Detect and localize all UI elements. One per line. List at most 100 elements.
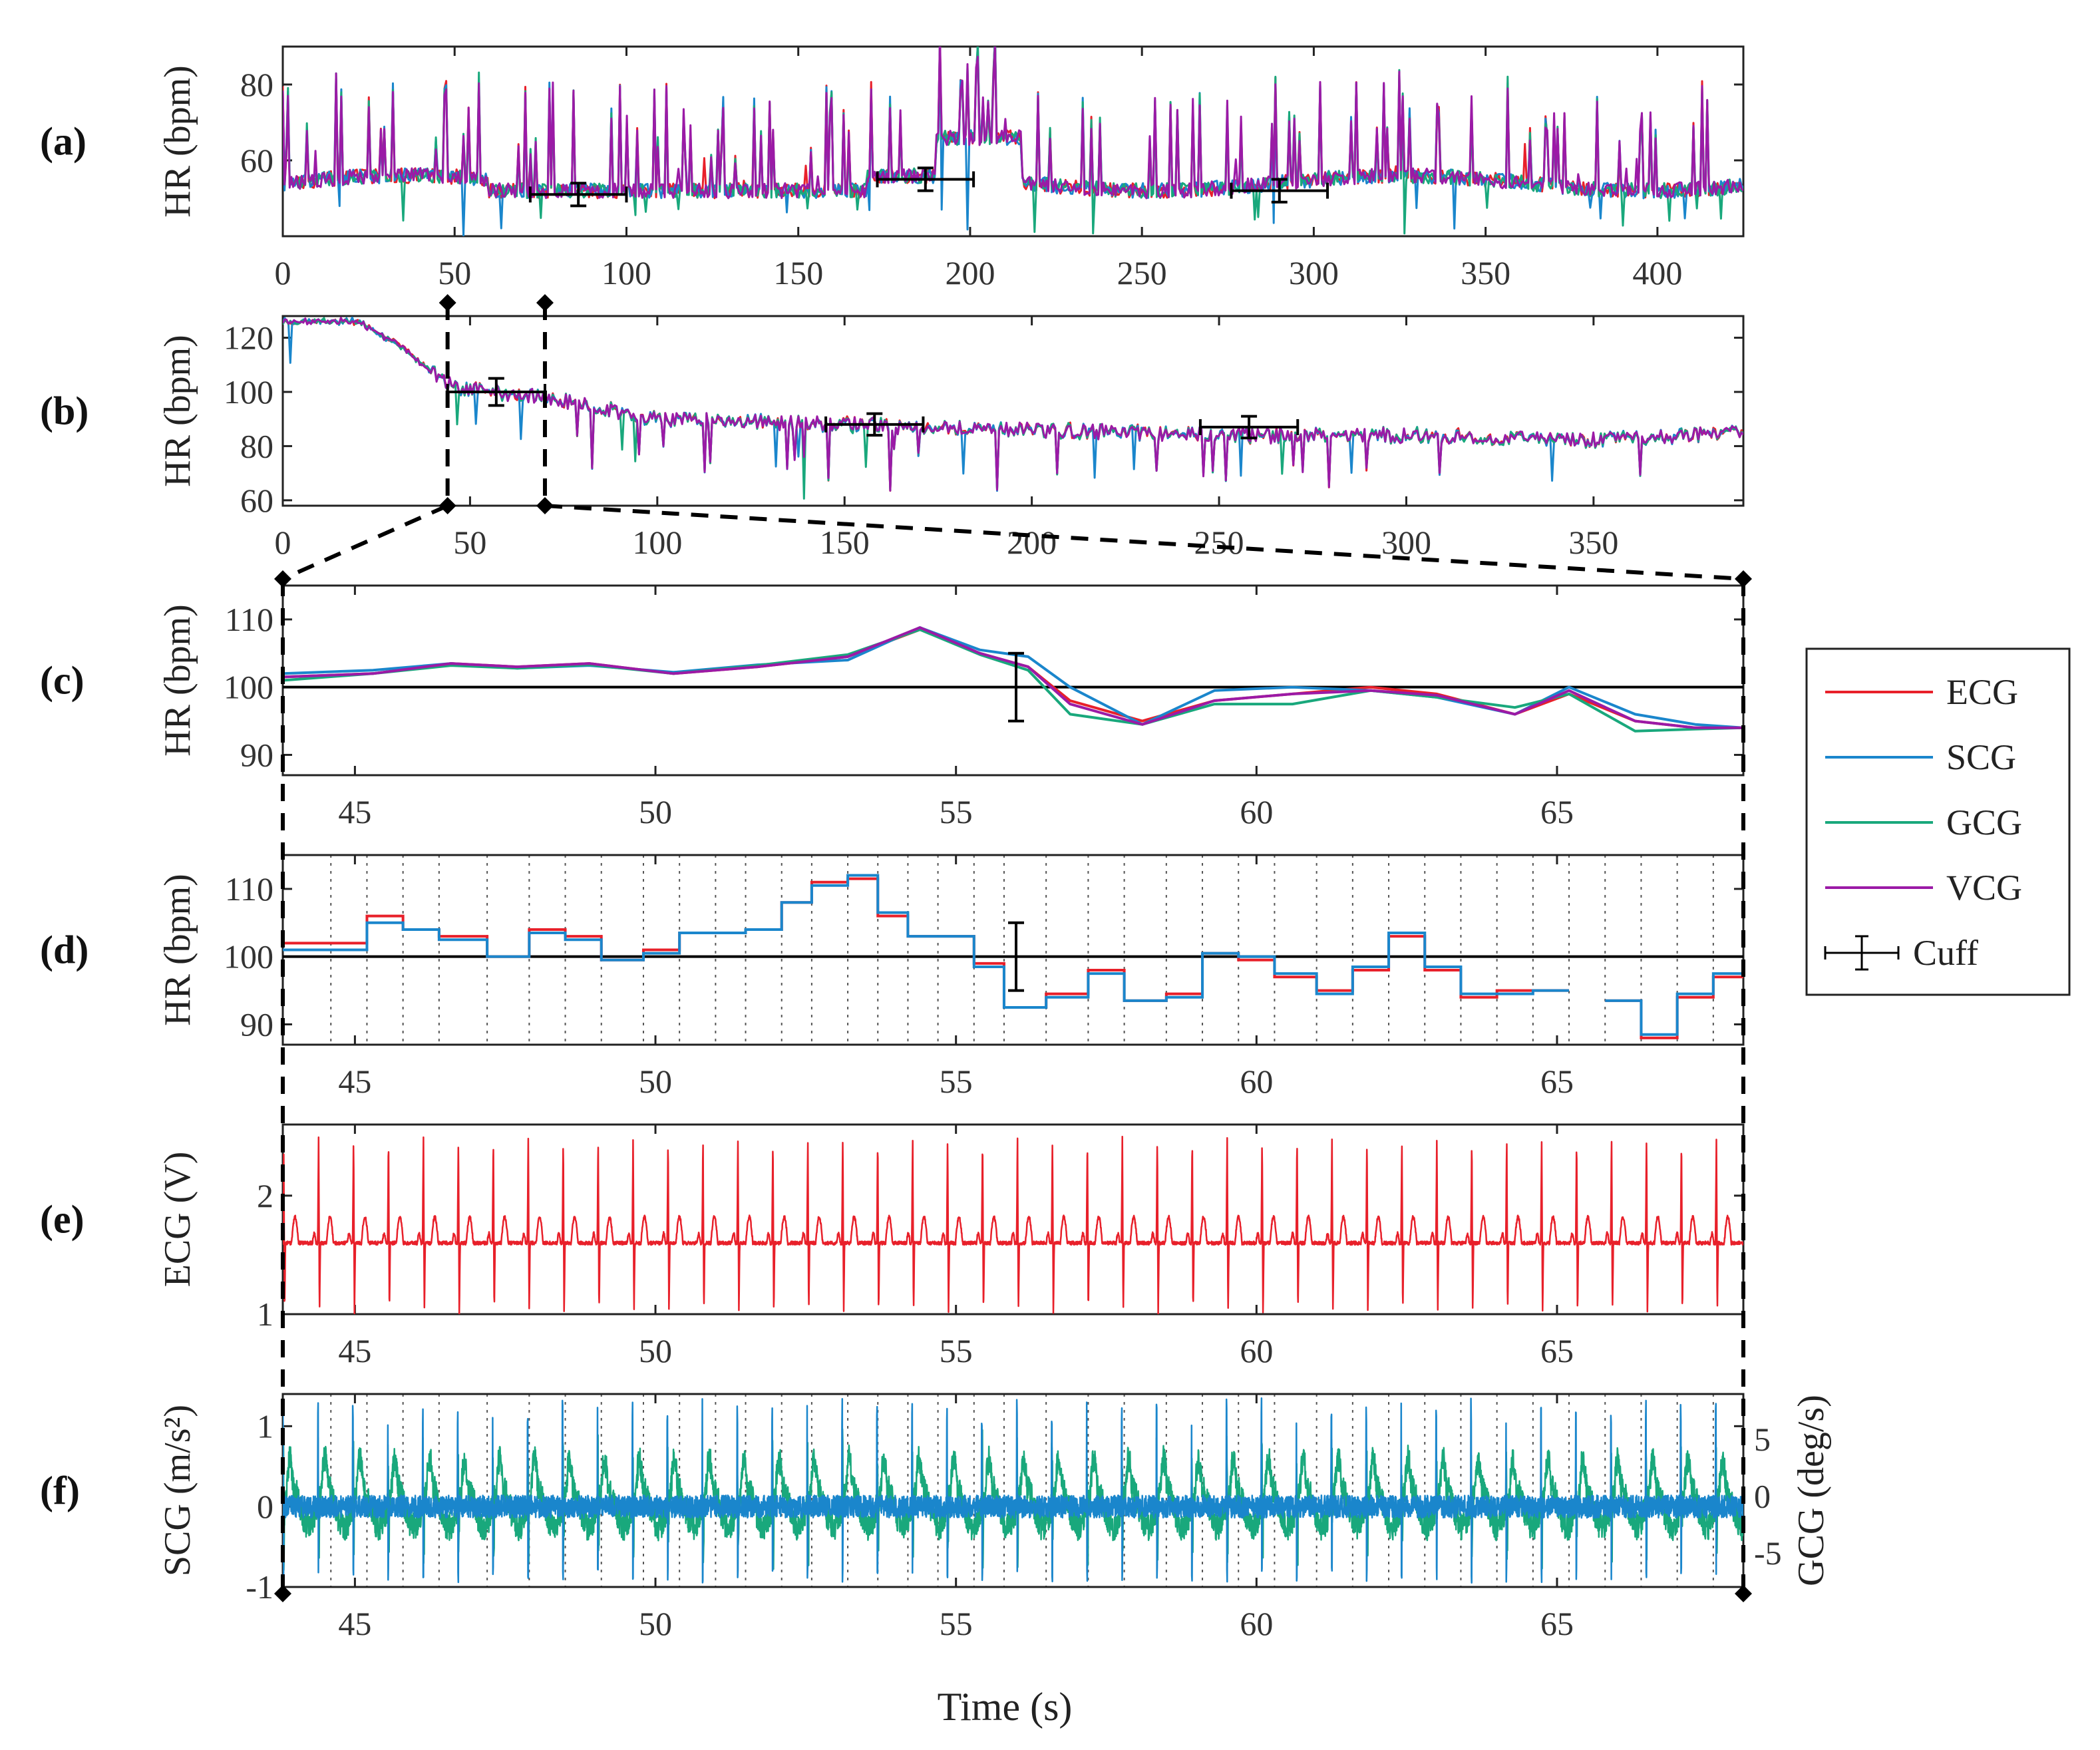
- series-gcg: [283, 1428, 1743, 1571]
- x-tick-label: 300: [1381, 524, 1431, 561]
- plot-frame-d: [281, 854, 1745, 1046]
- zoom-connector-left: [281, 504, 448, 581]
- plot-frame-e: [281, 1123, 1745, 1315]
- legend-label: Cuff: [1913, 933, 1978, 973]
- x-tick-label: 0: [275, 254, 291, 291]
- x-tick-label: 65: [1540, 1063, 1574, 1100]
- y-tick-label: 60: [240, 142, 273, 179]
- y-axis-label: HR (bpm): [157, 335, 198, 487]
- x-tick-label: 50: [639, 1063, 672, 1100]
- y-tick-label: 90: [240, 736, 273, 773]
- series-gcg: [283, 317, 1743, 500]
- diamond-marker: [438, 294, 456, 311]
- y2-tick-label: 0: [1754, 1478, 1771, 1515]
- x-tick-label: 300: [1289, 254, 1339, 291]
- x-tick-label: 45: [338, 1605, 371, 1642]
- y-tick-label: 60: [240, 482, 273, 519]
- series-scg: [283, 1397, 1743, 1584]
- plot-frame-f: [281, 1393, 1745, 1588]
- legend-item-ecg: ECG: [1825, 672, 2018, 712]
- y-tick-label: 110: [225, 601, 273, 638]
- y-tick-label: 90: [240, 1005, 273, 1043]
- series-gcg: [283, 628, 1743, 733]
- y-tick-label: -1: [246, 1568, 273, 1606]
- series-vcg: [283, 317, 1743, 492]
- x-tick-label: 50: [639, 793, 672, 830]
- x-tick-label: 100: [632, 524, 682, 561]
- panel-e: 45 50 55 60 65 1 2 ECG (V) (e): [40, 1123, 1745, 1369]
- x-tick-label: 55: [940, 1063, 973, 1100]
- y2-axis-label: GCG (deg/s): [1791, 1395, 1832, 1586]
- y2-tick-label: -5: [1754, 1534, 1782, 1572]
- series-ecg: [283, 628, 1743, 729]
- y-tick-label: 2: [257, 1177, 273, 1214]
- diamond-marker: [274, 1585, 291, 1602]
- panel-label-a: (a): [40, 120, 87, 164]
- legend-label: SCG: [1946, 737, 2016, 777]
- x-tick-label: 55: [940, 793, 973, 830]
- x-tick-label: 60: [1240, 793, 1273, 830]
- legend-label: GCG: [1946, 802, 2022, 842]
- series-vcg: [283, 47, 1743, 200]
- y-tick-label: 100: [224, 373, 273, 411]
- x-tick-label: 65: [1540, 1605, 1574, 1642]
- x-tick-label: 65: [1540, 793, 1574, 830]
- y-tick-label: 1: [257, 1296, 273, 1333]
- step-trace: [283, 877, 1743, 1039]
- panel-b: 0 50 100 150 200 250 300 350 60 80 100 120 HR (bpm) (…: [40, 315, 1745, 561]
- x-tick-label: 50: [453, 524, 486, 561]
- panel-label-c: (c): [40, 659, 85, 703]
- x-tick-label: 200: [945, 254, 995, 291]
- x-tick-label: 0: [275, 524, 291, 561]
- x-tick-label: 65: [1540, 1332, 1574, 1369]
- y-tick-label: 0: [257, 1488, 273, 1525]
- diamond-marker: [536, 497, 554, 514]
- y-axis-label: HR (bpm): [157, 874, 198, 1026]
- y-tick-label: 1: [257, 1407, 273, 1445]
- diamond-marker: [536, 294, 554, 311]
- y-axis-label: HR (bpm): [157, 65, 198, 218]
- x-tick-label: 45: [338, 793, 371, 830]
- panel-label-e: (e): [40, 1198, 85, 1242]
- legend-label: ECG: [1946, 672, 2018, 712]
- x-tick-label: 50: [438, 254, 471, 291]
- y2-tick-label: 5: [1754, 1421, 1771, 1458]
- x-tick-label: 60: [1240, 1332, 1273, 1369]
- plot-frame-b: [281, 315, 1745, 507]
- y-tick-label: 120: [224, 319, 273, 357]
- x-tick-label: 60: [1240, 1605, 1273, 1642]
- y-tick-label: 100: [224, 938, 273, 975]
- x-tick-label: 150: [773, 254, 823, 291]
- diamond-marker: [274, 570, 291, 588]
- zoom-connectors: [274, 294, 1752, 1602]
- plot-frame-c: [281, 584, 1745, 777]
- y-tick-label: 80: [240, 427, 273, 464]
- legend-item-gcg: GCG: [1825, 802, 2022, 842]
- x-tick-label: 100: [602, 254, 651, 291]
- diamond-marker: [1735, 1585, 1752, 1602]
- series-ecg: [283, 47, 1743, 200]
- panel-c: 45 50 55 60 65 90 100 110 HR (bpm) (c): [40, 584, 1745, 830]
- legend-item-cuff: Cuff: [1824, 933, 1978, 973]
- x-tick-label: 350: [1568, 524, 1618, 561]
- panel-label-b: (b): [40, 389, 88, 433]
- x-tick-label: 55: [940, 1332, 973, 1369]
- series-ecg: [283, 877, 1743, 1039]
- y-tick-label: 100: [224, 669, 273, 706]
- x-tick-label: 200: [1007, 524, 1057, 561]
- y-tick-label: 80: [240, 66, 273, 103]
- series-scg: [283, 874, 1743, 1036]
- panel-a: 0 50 100 150 200 250 300 350 400 60 80 HR (bpm) (a): [40, 45, 1745, 291]
- x-tick-label: 45: [338, 1063, 371, 1100]
- x-tick-label: 50: [639, 1605, 672, 1642]
- panel-label-d: (d): [40, 928, 88, 972]
- series-ecg: [283, 1135, 1743, 1314]
- y-axis-label: SCG (m/s²): [157, 1405, 198, 1576]
- y-axis-label: ECG (V): [157, 1152, 198, 1288]
- legend-item-scg: SCG: [1825, 737, 2016, 777]
- x-tick-label: 50: [639, 1332, 672, 1369]
- x-tick-label: 250: [1117, 254, 1167, 291]
- y-tick-label: 110: [225, 870, 273, 908]
